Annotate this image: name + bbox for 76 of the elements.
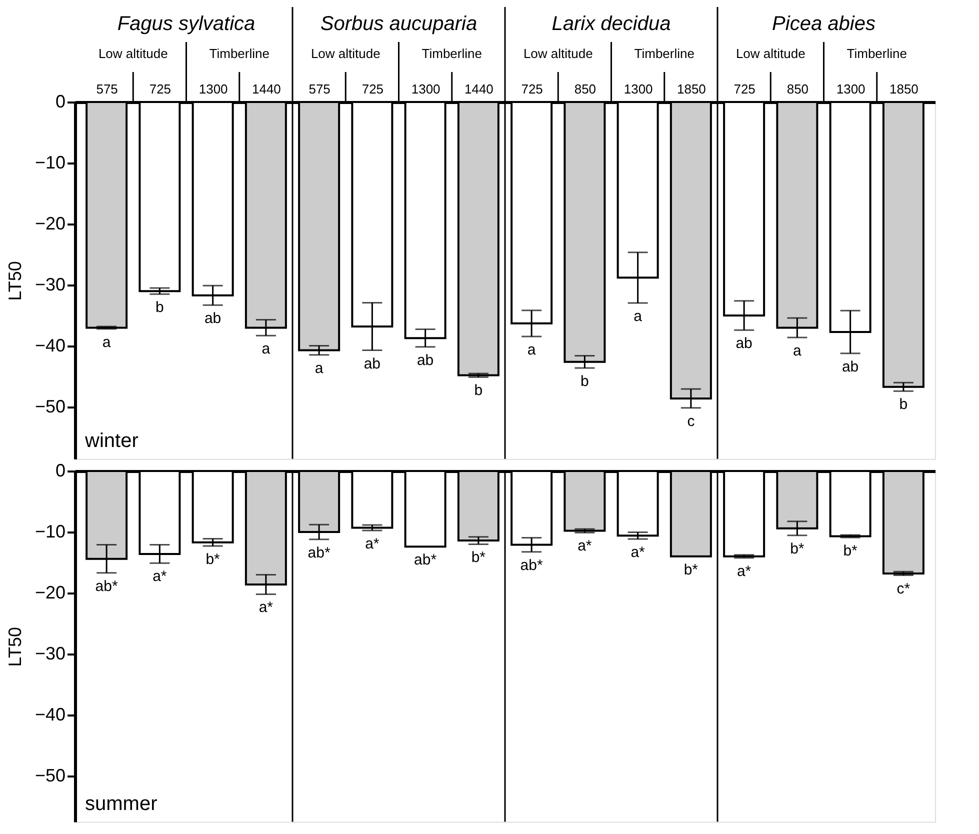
data-label: ab* <box>520 556 543 574</box>
data-label: ab* <box>414 552 437 569</box>
data-label: a* <box>736 562 752 580</box>
data-label: b* <box>684 561 698 578</box>
text: Timberline <box>634 46 694 61</box>
y-axis-title: LT50 <box>4 261 25 301</box>
x-tick-label: 1300 <box>411 82 440 96</box>
y-axis-title: LT50 <box>4 627 25 667</box>
y-tick-label: −50 <box>34 766 66 786</box>
text: Low altitude <box>310 46 380 61</box>
text: Low altitude <box>98 46 168 61</box>
y-tick-label: −20 <box>34 582 66 602</box>
data-label: b <box>156 299 164 316</box>
text: winter <box>84 430 139 452</box>
data-label: a* <box>365 535 380 552</box>
data-label: b* <box>843 542 858 560</box>
x-tick-label: 1850 <box>676 82 706 96</box>
data-label: ab <box>364 355 381 372</box>
x-tick-label: 725 <box>362 82 384 96</box>
data-label: b <box>580 372 589 390</box>
data-label: c <box>687 412 696 430</box>
data-label: a <box>262 340 271 358</box>
data-label: b* <box>206 551 220 568</box>
x-tick-label: 850 <box>786 82 809 96</box>
text: Low altitude <box>736 46 806 61</box>
text: Timberline <box>846 46 907 61</box>
data-label: a* <box>258 599 274 616</box>
y-tick-label: −10 <box>34 152 66 172</box>
x-tick-label: 575 <box>308 82 330 96</box>
data-label: ab <box>842 358 859 376</box>
y-tick-label: −40 <box>34 336 66 356</box>
data-label: a <box>314 360 324 377</box>
y-tick-label: −30 <box>34 274 66 294</box>
y-tick-label: 0 <box>55 460 66 480</box>
data-label: a* <box>630 544 646 562</box>
text: Timberline <box>209 46 270 61</box>
y-tick-label: −10 <box>34 522 66 542</box>
x-tick-label: 725 <box>734 82 756 96</box>
data-label: b* <box>471 549 486 566</box>
data-label: ab <box>416 352 434 369</box>
y-tick-label: −50 <box>34 396 66 416</box>
data-label: ab <box>204 310 222 328</box>
text: Low altitude <box>523 46 593 61</box>
y-tick-label: −20 <box>34 214 66 234</box>
data-label: a* <box>578 538 592 555</box>
data-label: a <box>793 342 802 360</box>
x-tick-label: 1440 <box>252 82 281 96</box>
x-tick-label: 1300 <box>198 82 228 96</box>
y-tick-label: −30 <box>34 644 66 664</box>
text: summer <box>85 792 158 815</box>
text: Sorbus aucuparia <box>320 13 478 35</box>
data-label: a <box>102 334 112 351</box>
data-label: b <box>899 396 908 414</box>
x-tick-label: 725 <box>521 82 543 96</box>
text: Fagus sylvatica <box>117 13 256 35</box>
y-tick-label: −40 <box>34 704 66 724</box>
data-label: ab* <box>95 578 118 595</box>
x-tick-label: 725 <box>149 82 172 96</box>
data-label: b <box>474 382 483 400</box>
data-label: ab <box>736 335 752 352</box>
text: Picea abies <box>772 13 876 35</box>
data-label: ab* <box>308 544 330 562</box>
data-label: b* <box>790 540 804 558</box>
data-label: a <box>634 308 643 325</box>
x-tick-label: 850 <box>574 82 596 96</box>
x-tick-label: 1850 <box>889 82 918 96</box>
y-tick-label: 0 <box>55 92 66 112</box>
data-label: c* <box>896 580 910 598</box>
x-tick-label: 1300 <box>624 82 653 96</box>
data-label: a* <box>152 568 167 586</box>
x-tick-label: 1440 <box>464 82 494 96</box>
data-label: a <box>527 342 536 359</box>
x-tick-label: 1300 <box>836 82 866 96</box>
text: Larix decidua <box>552 13 671 35</box>
text: Timberline <box>422 46 482 61</box>
x-tick-label: 575 <box>96 82 118 96</box>
